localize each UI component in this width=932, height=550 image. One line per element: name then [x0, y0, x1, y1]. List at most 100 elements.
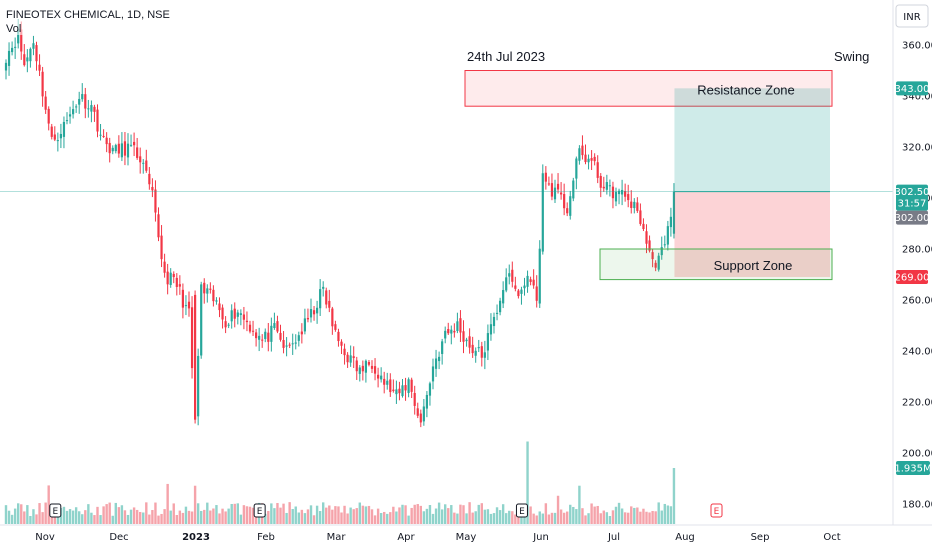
- earnings-marker[interactable]: E: [253, 503, 266, 518]
- volume-bar: [135, 509, 139, 524]
- currency-button[interactable]: [895, 4, 929, 28]
- earnings-marker[interactable]: E: [710, 503, 723, 518]
- candle: [492, 312, 496, 334]
- volume-bar: [599, 513, 602, 524]
- candle: [486, 324, 489, 361]
- candle: [578, 145, 581, 165]
- candle: [53, 126, 56, 142]
- candle: [648, 235, 651, 253]
- earnings-marker[interactable]: E: [49, 503, 62, 518]
- volume-bar: [123, 510, 127, 524]
- volume-bar: [401, 504, 404, 524]
- volume-bar: [245, 506, 249, 524]
- volume-bar: [315, 505, 319, 524]
- candle: [224, 316, 227, 334]
- stop-zone[interactable]: [674, 191, 830, 278]
- candle: [81, 83, 84, 102]
- date-annotation: 24th Jul 2023: [467, 49, 545, 64]
- symbol-title[interactable]: FINEOTEX CHEMICAL, 1D, NSE: [6, 9, 170, 21]
- candle: [404, 377, 407, 401]
- candle: [75, 104, 78, 113]
- volume-bar: [178, 510, 182, 524]
- candle: [29, 47, 32, 68]
- volume-bar: [193, 485, 197, 524]
- volume-bar: [392, 506, 395, 524]
- candle: [87, 99, 90, 118]
- volume-bar: [520, 512, 523, 524]
- volume-bar: [267, 511, 270, 524]
- candle: [166, 263, 169, 295]
- candle: [163, 253, 166, 278]
- candle: [532, 269, 535, 289]
- candle: [273, 312, 276, 330]
- volume-bar: [297, 512, 300, 524]
- candle: [633, 198, 636, 214]
- candle: [123, 132, 127, 166]
- volume-bar: [468, 502, 471, 524]
- volume-bar: [306, 509, 310, 524]
- candle: [373, 358, 377, 381]
- candle: [450, 325, 453, 345]
- volume-bar: [334, 506, 337, 524]
- candle: [65, 112, 69, 125]
- svg-text:302.00: 302.00: [895, 213, 930, 224]
- price-badge: 302.00: [895, 210, 930, 225]
- volume-bar: [447, 508, 450, 524]
- zones-layer: [464, 70, 833, 281]
- volume-bar: [639, 511, 642, 524]
- volume-bar: [498, 510, 502, 524]
- volume-bar: [279, 507, 282, 524]
- candle: [474, 347, 477, 363]
- resistance-box[interactable]: [464, 70, 833, 107]
- support-box[interactable]: [599, 248, 833, 281]
- x-axis[interactable]: Nov Dec 2023 Feb Mar Apr May Jun Jul Aug Sep Oct: [35, 532, 840, 543]
- candle: [114, 143, 117, 154]
- volume-bar: [376, 508, 380, 524]
- volume-bar: [209, 510, 212, 524]
- candle: [581, 135, 584, 160]
- volume-bar: [535, 515, 538, 524]
- candle: [197, 348, 200, 426]
- candle: [215, 297, 218, 305]
- volume-bar: [340, 512, 343, 524]
- candle: [169, 268, 172, 288]
- candle: [471, 336, 474, 358]
- candle: [102, 129, 105, 138]
- earnings-marker[interactable]: E: [515, 503, 528, 518]
- candle: [599, 173, 602, 198]
- candle: [297, 331, 300, 347]
- candle: [413, 385, 416, 415]
- x-tick-label: Aug: [675, 532, 695, 543]
- candle: [398, 381, 401, 401]
- volume-badge: 1.935M: [894, 461, 932, 475]
- candle: [370, 360, 374, 374]
- candle: [331, 306, 334, 335]
- target-zone[interactable]: [674, 88, 830, 192]
- candle: [288, 342, 291, 349]
- volume-bar: [93, 515, 96, 524]
- volume-bar: [623, 512, 627, 524]
- candle: [120, 132, 123, 162]
- candle: [309, 298, 313, 323]
- volume-bar: [184, 506, 188, 524]
- volume-bar: [590, 503, 593, 524]
- candle: [639, 203, 642, 226]
- candle: [90, 100, 93, 123]
- volume-bar: [486, 509, 490, 524]
- volume-bar: [328, 505, 331, 524]
- candle: [459, 310, 462, 342]
- volume-bar: [291, 509, 294, 524]
- candle: [319, 279, 322, 316]
- volume-bar: [605, 512, 609, 524]
- volume-bar: [196, 503, 200, 524]
- volume-bar: [145, 502, 148, 524]
- candle: [47, 106, 50, 131]
- candle: [270, 317, 273, 352]
- candle: [181, 283, 184, 319]
- candle: [78, 91, 81, 114]
- volume-bar: [17, 503, 20, 524]
- volume-bar: [264, 513, 267, 524]
- volume-bar: [111, 515, 114, 524]
- volume-bar: [477, 504, 480, 524]
